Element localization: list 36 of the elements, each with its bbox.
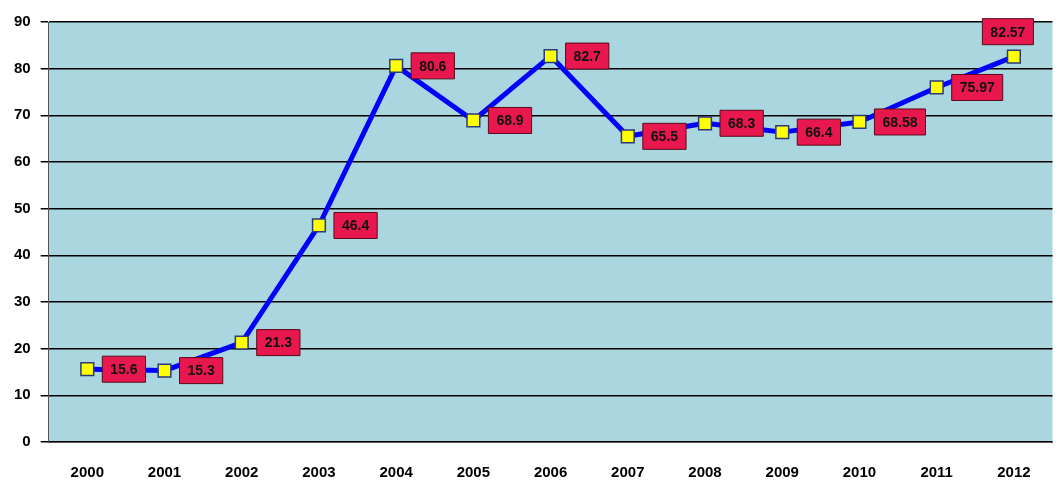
x-tick-label: 2012 <box>997 463 1031 481</box>
x-tick-label: 2009 <box>765 463 799 481</box>
data-label: 66.4 <box>805 123 833 140</box>
data-label: 68.58 <box>882 113 918 130</box>
x-tick-label: 2007 <box>611 463 645 481</box>
data-label: 15.3 <box>187 362 215 379</box>
x-tick-label: 2001 <box>147 463 182 481</box>
data-label: 75.97 <box>959 79 995 96</box>
y-tick-label: 50 <box>14 198 31 216</box>
data-label: 65.5 <box>650 128 679 145</box>
data-label: 15.6 <box>110 361 138 378</box>
x-tick-label: 2005 <box>456 463 491 481</box>
x-tick-label: 2000 <box>70 463 104 481</box>
data-label: 82.57 <box>990 23 1026 40</box>
y-tick-label: 70 <box>14 105 31 123</box>
x-tick-label: 2010 <box>842 463 877 481</box>
data-label: 82.7 <box>573 47 602 64</box>
data-label: 80.6 <box>419 57 447 74</box>
y-tick-label: 60 <box>14 152 31 170</box>
x-tick-label: 2003 <box>302 463 336 481</box>
data-label: 46.4 <box>341 217 370 234</box>
data-label: 21.3 <box>264 334 293 351</box>
x-tick-label: 2002 <box>225 463 259 481</box>
x-tick-label: 2011 <box>920 463 953 481</box>
data-label: 68.3 <box>728 115 756 132</box>
y-tick-label: 0 <box>22 432 31 450</box>
y-tick-label: 80 <box>14 58 31 76</box>
y-tick-label: 40 <box>14 245 31 263</box>
data-label: 68.9 <box>496 112 524 129</box>
x-tick-label: 2004 <box>379 463 414 481</box>
x-tick-label: 2006 <box>533 463 568 481</box>
x-tick-label: 2008 <box>688 463 722 481</box>
y-tick-label: 20 <box>14 338 31 356</box>
y-tick-label: 30 <box>14 292 31 310</box>
y-tick-label: 10 <box>14 385 31 403</box>
y-tick-label: 90 <box>14 12 31 30</box>
